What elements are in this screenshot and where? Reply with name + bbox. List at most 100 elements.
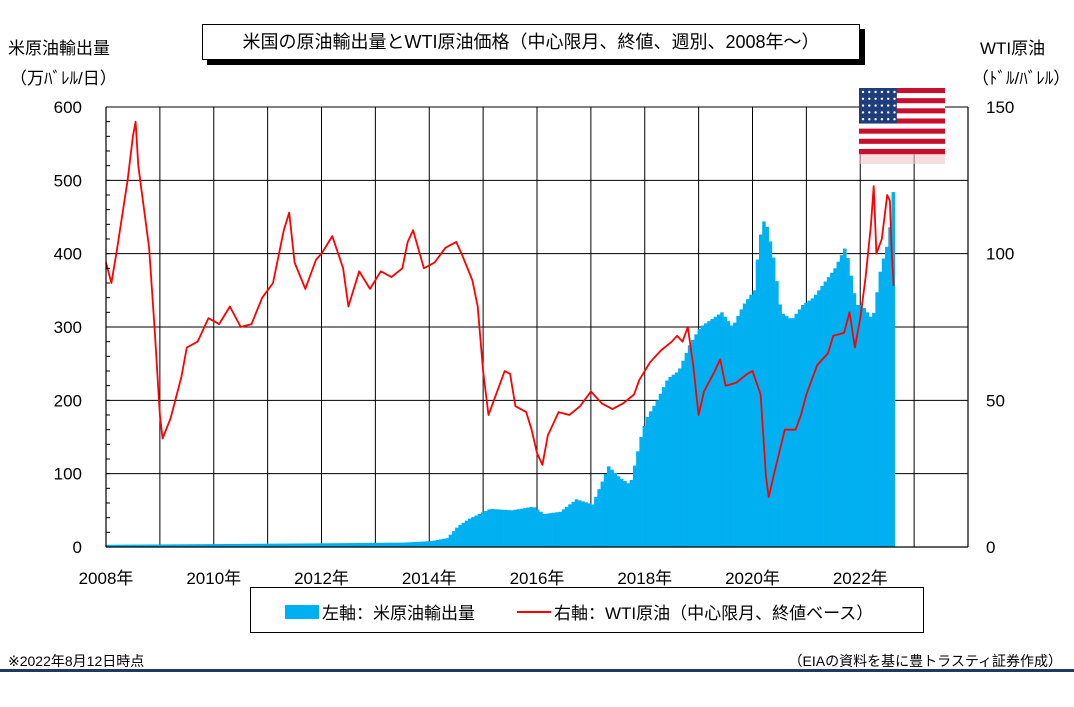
export-bar: [742, 303, 747, 547]
flag-star: [887, 104, 890, 107]
export-bar: [435, 539, 440, 547]
export-bar: [109, 544, 113, 547]
left-tick-label: 0: [73, 538, 82, 557]
export-bar: [464, 520, 469, 547]
footnote-source: （EIAの資料を基に豊トラスティ証券作成）: [788, 653, 1062, 669]
export-bar: [193, 544, 197, 547]
export-bar: [555, 512, 559, 547]
flag-star: [893, 118, 896, 121]
export-bar: [413, 542, 417, 547]
export-bar: [335, 543, 340, 547]
flag-star: [887, 97, 890, 101]
export-bar: [649, 411, 653, 547]
bottom-rule: [0, 669, 1074, 672]
export-bar: [477, 514, 482, 547]
export-bar: [733, 322, 737, 547]
export-bar: [135, 544, 139, 547]
export-bar: [726, 321, 731, 547]
us-flag-icon: [859, 88, 945, 164]
flag-stripe: [859, 118, 945, 124]
export-bar: [678, 368, 682, 547]
export-bar: [700, 325, 705, 547]
export-bar: [529, 507, 533, 547]
x-tick-label: 2012年: [294, 569, 349, 588]
export-bar: [762, 221, 766, 547]
export-bar: [400, 542, 404, 547]
flag-stripe: [859, 103, 945, 109]
export-bar: [490, 509, 495, 547]
export-bar: [419, 541, 424, 547]
export-bar: [212, 544, 217, 547]
export-bar: [616, 476, 621, 547]
export-bar: [125, 544, 129, 547]
export-bar: [707, 321, 711, 547]
export-bar: [170, 544, 175, 547]
flag-star: [893, 104, 896, 107]
export-bar: [141, 544, 146, 547]
export-bar: [503, 509, 508, 547]
export-bar: [393, 542, 398, 547]
export-bar: [513, 509, 517, 547]
export-bar: [565, 506, 569, 547]
export-bar: [820, 285, 824, 547]
export-bar: [409, 542, 414, 547]
export-bar: [697, 328, 702, 547]
export-bar: [458, 525, 462, 547]
export-bar: [354, 543, 359, 547]
export-bar: [387, 542, 391, 547]
export-bar: [852, 293, 857, 547]
export-bar: [655, 400, 660, 547]
export-bar: [164, 544, 168, 547]
export-bar: [361, 542, 365, 547]
export-bar: [800, 305, 805, 547]
export-bar: [768, 241, 773, 547]
export-bar: [283, 543, 288, 547]
export-bar: [839, 255, 844, 547]
flag-star: [893, 97, 896, 101]
export-bar: [209, 544, 213, 547]
export-bar: [891, 192, 896, 548]
export-bar: [807, 300, 811, 547]
right-axis-title-line1: WTI原油: [980, 39, 1046, 58]
flag-stripe: [859, 113, 945, 119]
export-bar: [329, 543, 333, 547]
export-bar: [429, 541, 433, 547]
export-bar: [755, 259, 760, 547]
export-bar: [522, 508, 527, 547]
flag-star: [868, 97, 871, 101]
export-bar: [687, 345, 692, 547]
legend-label-wti: 右軸：WTI原油（中心限月、終値ベース）: [554, 604, 874, 623]
export-bar: [577, 500, 582, 547]
export-bar: [823, 281, 828, 547]
export-bar: [241, 543, 246, 547]
export-bar: [704, 323, 708, 547]
flag-stripe: [859, 108, 945, 114]
wti-line-path: [105, 120, 895, 498]
export-bar: [493, 509, 498, 547]
export-bar: [587, 503, 592, 547]
right-tick-label: 150: [986, 98, 1014, 117]
export-bar: [390, 542, 394, 547]
export-bar: [778, 304, 782, 547]
export-bar: [671, 374, 676, 547]
export-bar: [561, 509, 566, 547]
export-bar: [849, 275, 854, 547]
export-bar: [319, 543, 323, 547]
export-bar: [154, 544, 159, 547]
export-bar: [426, 541, 430, 547]
export-bar: [484, 510, 488, 547]
export-bar: [322, 543, 327, 547]
export-bar: [416, 541, 420, 547]
export-bar: [303, 543, 307, 547]
flag-reflection: [859, 154, 945, 164]
export-bar: [448, 534, 453, 547]
flag-star: [861, 111, 865, 114]
x-tick-label: 2010年: [186, 569, 241, 588]
export-bar: [590, 504, 595, 547]
export-bar: [377, 542, 382, 547]
export-bar: [868, 316, 873, 547]
footnote-date: ※2022年8月12日時点: [8, 653, 145, 669]
flag-stripe: [859, 148, 945, 155]
flag-stripe: [859, 93, 945, 99]
export-bar: [371, 542, 375, 547]
